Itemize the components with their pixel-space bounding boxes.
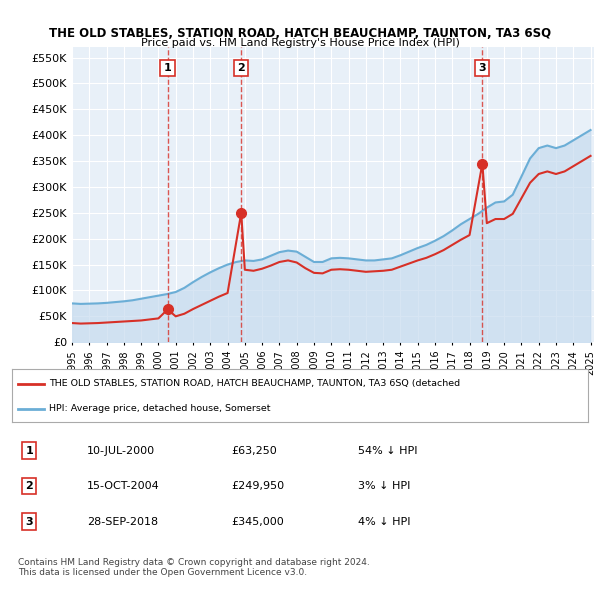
Text: HPI: Average price, detached house, Somerset: HPI: Average price, detached house, Some… xyxy=(49,404,271,413)
Text: 2: 2 xyxy=(25,481,33,491)
Text: Price paid vs. HM Land Registry's House Price Index (HPI): Price paid vs. HM Land Registry's House … xyxy=(140,38,460,48)
Text: £63,250: £63,250 xyxy=(231,446,277,455)
Text: 3% ↓ HPI: 3% ↓ HPI xyxy=(358,481,410,491)
Text: 2: 2 xyxy=(238,63,245,73)
Text: 54% ↓ HPI: 54% ↓ HPI xyxy=(358,446,417,455)
Text: £345,000: £345,000 xyxy=(231,517,284,526)
Text: Contains HM Land Registry data © Crown copyright and database right 2024.
This d: Contains HM Land Registry data © Crown c… xyxy=(18,558,370,577)
Text: £249,950: £249,950 xyxy=(231,481,284,491)
Text: 28-SEP-2018: 28-SEP-2018 xyxy=(87,517,158,526)
Text: 10-JUL-2000: 10-JUL-2000 xyxy=(87,446,155,455)
Text: THE OLD STABLES, STATION ROAD, HATCH BEAUCHAMP, TAUNTON, TA3 6SQ (detached: THE OLD STABLES, STATION ROAD, HATCH BEA… xyxy=(49,379,461,388)
Text: THE OLD STABLES, STATION ROAD, HATCH BEAUCHAMP, TAUNTON, TA3 6SQ: THE OLD STABLES, STATION ROAD, HATCH BEA… xyxy=(49,27,551,40)
Text: 1: 1 xyxy=(164,63,172,73)
Text: 4% ↓ HPI: 4% ↓ HPI xyxy=(358,517,410,526)
Text: 3: 3 xyxy=(25,517,33,526)
Text: 15-OCT-2004: 15-OCT-2004 xyxy=(87,481,160,491)
Text: 3: 3 xyxy=(479,63,486,73)
Text: 1: 1 xyxy=(25,446,33,455)
